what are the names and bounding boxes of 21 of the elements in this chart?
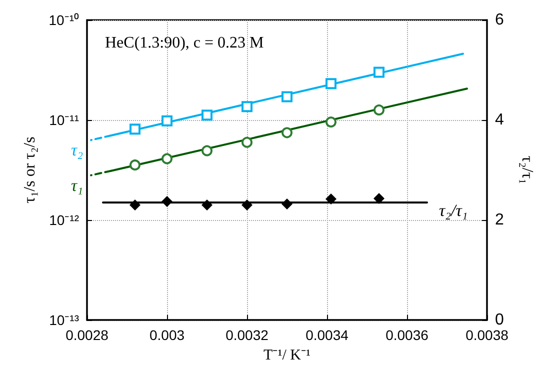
y-tick-label: 10⁻¹² bbox=[49, 212, 80, 228]
x-tick-label: 0.0032 bbox=[226, 327, 269, 343]
y-tick-label: 10⁻¹⁰ bbox=[48, 12, 79, 28]
y2-axis-title: τ₂/τ₁ bbox=[518, 156, 536, 184]
legend-label: τ₂/τ₁ bbox=[439, 201, 468, 220]
y-tick-label: 10⁻¹³ bbox=[49, 312, 80, 328]
y-tick-label: 10⁻¹¹ bbox=[49, 112, 80, 128]
series-label: τ₁ bbox=[71, 176, 83, 195]
y2-tick-label: 0 bbox=[495, 312, 504, 328]
y-axis-title: τ₁/s or τ₂/s bbox=[21, 136, 38, 204]
x-tick-label: 0.0034 bbox=[306, 327, 349, 343]
x-tick-label: 0.003 bbox=[149, 327, 185, 343]
annotation: HeC(1.3:90), c = 0.23 M bbox=[105, 34, 264, 52]
y2-tick-label: 2 bbox=[495, 212, 504, 228]
series-label: τ₂ bbox=[71, 140, 84, 160]
x-tick-label: 0.0036 bbox=[386, 327, 429, 343]
y2-tick-label: 4 bbox=[495, 112, 504, 128]
y2-tick-label: 6 bbox=[495, 12, 504, 28]
x-tick-label: 0.0038 bbox=[466, 327, 509, 343]
x-tick-label: 0.0028 bbox=[66, 327, 109, 343]
x-axis-title: T⁻¹/ K⁻¹ bbox=[264, 348, 310, 364]
